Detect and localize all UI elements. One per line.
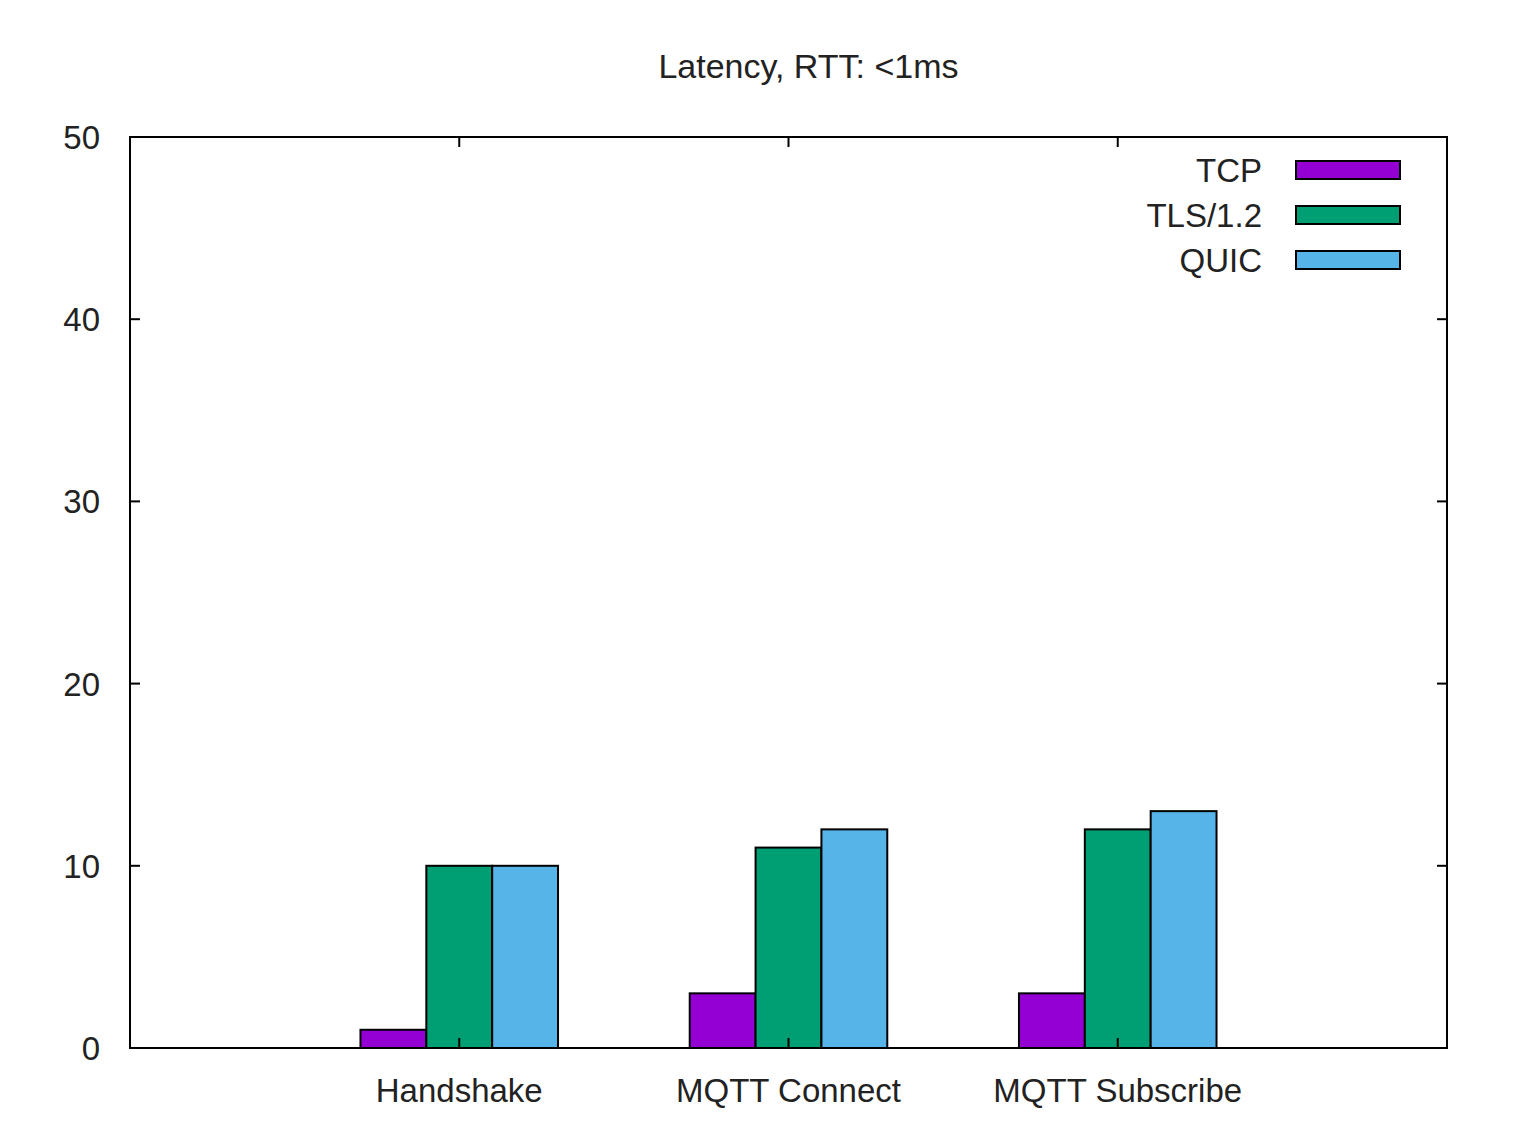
- bars: [360, 811, 1216, 1048]
- chart-title: Latency, RTT: <1ms: [658, 47, 958, 85]
- x-tick: [1117, 1038, 1119, 1048]
- y-tick-label: 30: [63, 483, 100, 520]
- legend-label: QUIC: [1180, 242, 1263, 279]
- legend-label: TCP: [1196, 152, 1262, 189]
- legend: TCP TLS/1.2 QUIC: [1146, 152, 1400, 279]
- chart-container: Latency, RTT: <1ms 0 10 20 30 40 50 Handshake MQ…: [0, 0, 1520, 1140]
- y-tick: [130, 683, 140, 685]
- bar: [360, 1030, 426, 1048]
- x-tick-label: Handshake: [376, 1072, 543, 1109]
- plot-frame: [130, 137, 1447, 1048]
- bar: [426, 866, 492, 1048]
- legend-swatch: [1296, 206, 1400, 224]
- bar: [492, 866, 558, 1048]
- bar: [1151, 811, 1217, 1048]
- x-tick-label: MQTT Subscribe: [993, 1072, 1242, 1109]
- bar: [1085, 829, 1151, 1048]
- chart-svg: Latency, RTT: <1ms 0 10 20 30 40 50 Handshake MQ…: [0, 0, 1520, 1140]
- y-tick-mirror: [1437, 318, 1447, 320]
- x-tick: [458, 1038, 460, 1048]
- y-tick-mirror: [1437, 865, 1447, 867]
- y-tick-mirror: [1437, 683, 1447, 685]
- bar: [756, 848, 822, 1048]
- x-tick-mirror: [1117, 137, 1119, 147]
- y-tick-label: 50: [63, 119, 100, 156]
- y-tick-label: 20: [63, 666, 100, 703]
- bar: [1019, 993, 1085, 1048]
- legend-label: TLS/1.2: [1146, 197, 1262, 234]
- x-tick-mirror: [458, 137, 460, 147]
- y-tick: [130, 500, 140, 502]
- y-tick-mirror: [1437, 136, 1447, 138]
- y-tick-label: 0: [82, 1030, 100, 1067]
- y-tick-mirror: [1437, 1047, 1447, 1049]
- y-tick: [130, 1047, 140, 1049]
- legend-swatch: [1296, 251, 1400, 269]
- y-tick-label: 40: [63, 301, 100, 338]
- x-tick-mirror: [788, 137, 790, 147]
- bar: [690, 993, 756, 1048]
- y-tick: [130, 136, 140, 138]
- y-tick-mirror: [1437, 500, 1447, 502]
- y-tick: [130, 318, 140, 320]
- bar: [821, 829, 887, 1048]
- x-tick: [788, 1038, 790, 1048]
- y-tick: [130, 865, 140, 867]
- y-tick-label: 10: [63, 848, 100, 885]
- legend-swatch: [1296, 161, 1400, 179]
- x-tick-label: MQTT Connect: [676, 1072, 901, 1109]
